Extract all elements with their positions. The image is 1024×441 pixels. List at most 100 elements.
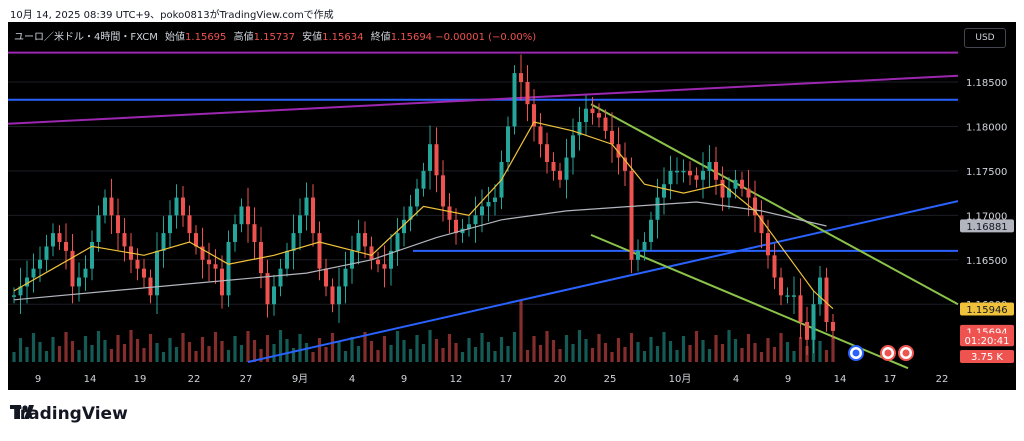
volume-bar <box>577 330 582 362</box>
candle-body <box>759 215 764 234</box>
candle-body <box>577 122 582 136</box>
candle-body <box>441 175 445 207</box>
candle-body <box>252 224 257 242</box>
candle-body <box>564 157 569 180</box>
candle-body <box>408 206 413 220</box>
candle-body <box>519 73 523 82</box>
x-tick-label: 17 <box>500 374 513 385</box>
candle-body <box>155 250 159 296</box>
candle-body <box>194 233 198 247</box>
volume-bar <box>740 348 744 362</box>
candle-body <box>590 108 595 114</box>
trendline-blue-rising <box>247 200 959 363</box>
volume-bar <box>753 343 757 362</box>
economic-event-icon-dot <box>852 349 860 357</box>
volume-bar <box>597 334 601 362</box>
volume-bar <box>135 339 140 362</box>
volume-bar <box>161 352 166 362</box>
y-tick-label: 1.18000 <box>966 122 1007 133</box>
volume-bar <box>701 340 705 362</box>
volume-bar <box>83 336 88 362</box>
x-tick-label: 27 <box>240 374 253 385</box>
price-badge-ma <box>960 219 1014 233</box>
volume-bar <box>408 349 413 362</box>
candle-body <box>792 295 796 297</box>
volume-bar <box>623 347 627 362</box>
tradingview-logo[interactable]: TradingView <box>10 404 128 424</box>
moving-average-slow <box>13 201 827 301</box>
candle-body <box>584 108 588 122</box>
volume-bar <box>239 345 244 362</box>
candle-body <box>454 219 458 234</box>
candle-body <box>675 170 679 173</box>
x-tick-label: 9 <box>785 374 791 385</box>
volume-bar <box>421 344 426 362</box>
volume-bar <box>194 351 198 362</box>
candle-body <box>77 277 81 287</box>
channel-upper-line <box>590 103 959 306</box>
volume-bar <box>259 349 263 362</box>
x-tick-label: 14 <box>834 374 847 385</box>
volume-bar <box>519 301 523 362</box>
candle-body <box>655 197 660 220</box>
candle-body <box>681 170 686 173</box>
volume-bar <box>642 351 647 362</box>
volume-bar <box>57 346 62 362</box>
price-badge-ma-text: 1.16881 <box>966 222 1007 233</box>
chart-canvas[interactable]: 1.185001.180001.175001.170001.165001.160… <box>8 22 1016 390</box>
candle-body <box>538 126 543 145</box>
candle-body <box>226 242 231 296</box>
currency-button[interactable]: USD <box>964 28 1006 48</box>
candle-body <box>603 117 608 131</box>
candle-body <box>207 259 211 265</box>
volume-bar <box>265 335 270 362</box>
candle-body <box>200 246 205 260</box>
volume-bar <box>376 350 380 362</box>
candle-body <box>51 233 55 247</box>
candle-body <box>733 179 738 189</box>
volume-bar <box>174 347 179 362</box>
candle-body <box>428 144 432 171</box>
volume-bar <box>148 334 153 362</box>
candle-body <box>142 268 146 278</box>
trendline-purple <box>8 74 959 125</box>
candle-body <box>597 113 601 118</box>
volume-bar <box>649 337 653 362</box>
candle-body <box>447 206 452 220</box>
volume-bar <box>441 348 445 362</box>
volume-bar <box>304 343 309 362</box>
volume-bar <box>116 335 120 362</box>
volume-bar <box>395 331 400 362</box>
volume-bar <box>317 338 322 362</box>
volume-bar <box>356 346 361 362</box>
volume-bar <box>454 343 458 362</box>
candle-body <box>473 215 478 225</box>
candle-body <box>181 197 185 216</box>
volume-bar <box>564 335 569 362</box>
volume-bar <box>590 348 595 362</box>
candle-body <box>714 162 718 180</box>
candle-body <box>688 170 692 176</box>
candle-body <box>18 286 23 296</box>
candle-body <box>525 82 530 105</box>
candle-body <box>213 264 218 269</box>
volume-bar <box>291 348 296 362</box>
candle-body <box>707 162 712 171</box>
candle-body <box>304 197 309 216</box>
volume-bar <box>402 340 406 362</box>
candle-body <box>382 264 387 269</box>
candle-body <box>421 170 426 189</box>
legend-open-value: 1.15695 <box>185 32 227 43</box>
candle-body <box>168 215 172 234</box>
volume-bar <box>506 346 510 362</box>
volume-bar <box>662 332 666 362</box>
volume-bar <box>428 330 432 362</box>
volume-bar <box>109 349 114 362</box>
price-badge-countdown-text: 01:20:41 <box>965 336 1010 347</box>
candle-body <box>90 242 94 269</box>
volume-bar <box>220 341 224 362</box>
volume-bar <box>584 339 588 362</box>
x-tick-label: 14 <box>84 374 97 385</box>
chart-panel[interactable]: 1.185001.180001.175001.170001.165001.160… <box>8 22 1016 390</box>
volume-bar <box>493 351 497 362</box>
